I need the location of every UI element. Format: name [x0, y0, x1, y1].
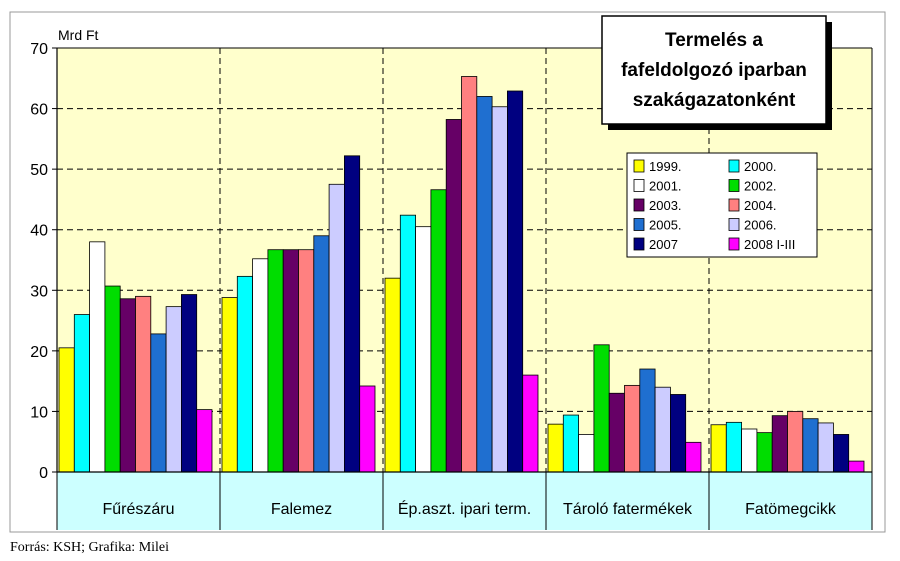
bar: [848, 460, 865, 473]
bar: [787, 411, 804, 473]
bar: [135, 295, 152, 473]
bar: [119, 298, 136, 473]
y-tick-label: 50: [30, 162, 48, 179]
bar: [313, 235, 330, 473]
legend-swatch: [633, 159, 645, 173]
y-tick-label: 20: [30, 344, 48, 361]
bar: [298, 249, 315, 473]
bar: [461, 76, 478, 473]
bar: [89, 241, 106, 473]
bar: [639, 368, 656, 473]
bar: [415, 226, 432, 473]
bar: [593, 344, 610, 473]
bar: [491, 106, 508, 473]
bar: [73, 314, 91, 473]
bar: [430, 189, 447, 473]
y-tick-label: 60: [30, 102, 48, 119]
bar: [236, 275, 254, 473]
legend-swatch: [633, 198, 645, 212]
legend-swatch: [728, 237, 740, 251]
bar: [282, 249, 299, 473]
bar: [343, 155, 361, 473]
legend-label: 2004.: [744, 198, 777, 213]
bar: [252, 258, 269, 473]
bar: [802, 418, 819, 473]
chart-title-box: Termelés a fafeldolgozó iparban szakágaz…: [601, 15, 832, 130]
x-tick-label: Fűrészáru: [102, 501, 174, 518]
bar: [359, 385, 376, 473]
bar: [150, 333, 167, 473]
bar: [104, 285, 121, 473]
bar: [58, 347, 75, 473]
y-tick-label: 10: [30, 404, 48, 421]
legend-swatch: [633, 237, 645, 251]
legend-label: 2000.: [744, 159, 777, 174]
y-tick-label: 30: [30, 283, 48, 300]
legend-label: 2002.: [744, 179, 777, 194]
legend: 1999. 2000. 2001. 2002. 2003. 2004. 2005. 2006.…: [626, 152, 818, 258]
y-tick-label: 0: [39, 465, 48, 482]
x-tick-label: Tároló fatermékek: [563, 501, 693, 518]
category-band: [57, 472, 872, 530]
bar: [725, 421, 742, 473]
legend-swatch: [633, 218, 645, 231]
bar: [267, 249, 284, 473]
bar: [756, 432, 773, 473]
bar: [685, 441, 702, 473]
bar: [624, 384, 641, 473]
bar: [445, 119, 462, 473]
bar: [562, 414, 579, 473]
legend-swatch: [728, 218, 740, 231]
x-tick-label: Falemez: [271, 501, 332, 518]
bars: [58, 76, 865, 473]
bar: [833, 434, 850, 473]
chart-title-line-3: szakágazatonként: [633, 90, 796, 111]
legend-label: 2005.: [649, 218, 682, 233]
bar: [578, 434, 595, 473]
bar: [399, 214, 416, 473]
bar: [771, 415, 788, 473]
bar: [654, 386, 671, 473]
legend-swatch: [728, 198, 740, 212]
y-tick-label: 40: [30, 223, 48, 240]
bar: [522, 374, 539, 473]
x-tick-label: Fatömegcikk: [745, 501, 837, 518]
legend-label: 2003.: [649, 198, 682, 213]
source-note: Forrás: KSH; Grafika: Milei: [10, 540, 170, 555]
x-tick-label: Ép.aszt. ipari term.: [398, 499, 531, 518]
legend-label: 1999.: [649, 159, 682, 174]
bar: [608, 392, 625, 473]
bar: [384, 277, 401, 473]
chart-title-line-2: fafeldolgozó iparban: [621, 60, 807, 81]
legend-swatch: [633, 179, 645, 192]
bar: [196, 409, 213, 473]
legend-swatch: [728, 159, 740, 173]
bar: [180, 294, 198, 473]
bar: [710, 424, 727, 473]
legend-label: 2007: [649, 237, 678, 252]
legend-box: [626, 152, 818, 258]
bar: [817, 422, 834, 473]
bar: [476, 96, 493, 473]
bar: [506, 90, 524, 473]
bar: [221, 297, 238, 473]
chart: 0 10 20 30 40 50 60 70 Fűrészáru Falemez Ép.aszt. …: [9, 11, 886, 533]
bar: [328, 183, 345, 473]
y-tick-label: 70: [30, 41, 48, 58]
legend-label: 2006.: [744, 218, 777, 233]
bar: [670, 394, 687, 473]
legend-label: 2008 I-III: [744, 237, 795, 252]
bar: [165, 306, 182, 473]
bar: [741, 428, 758, 473]
bar: [547, 423, 564, 473]
y-axis-label: Mrd Ft: [58, 27, 99, 43]
chart-title-line-1: Termelés a: [665, 30, 763, 51]
legend-label: 2001.: [649, 179, 682, 194]
legend-swatch: [728, 179, 740, 192]
